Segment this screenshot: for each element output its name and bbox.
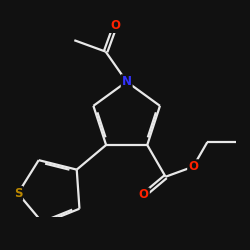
Text: O: O	[139, 188, 149, 202]
Text: N: N	[122, 75, 132, 88]
Text: O: O	[188, 160, 198, 173]
Text: S: S	[14, 187, 22, 200]
Text: O: O	[110, 18, 120, 32]
